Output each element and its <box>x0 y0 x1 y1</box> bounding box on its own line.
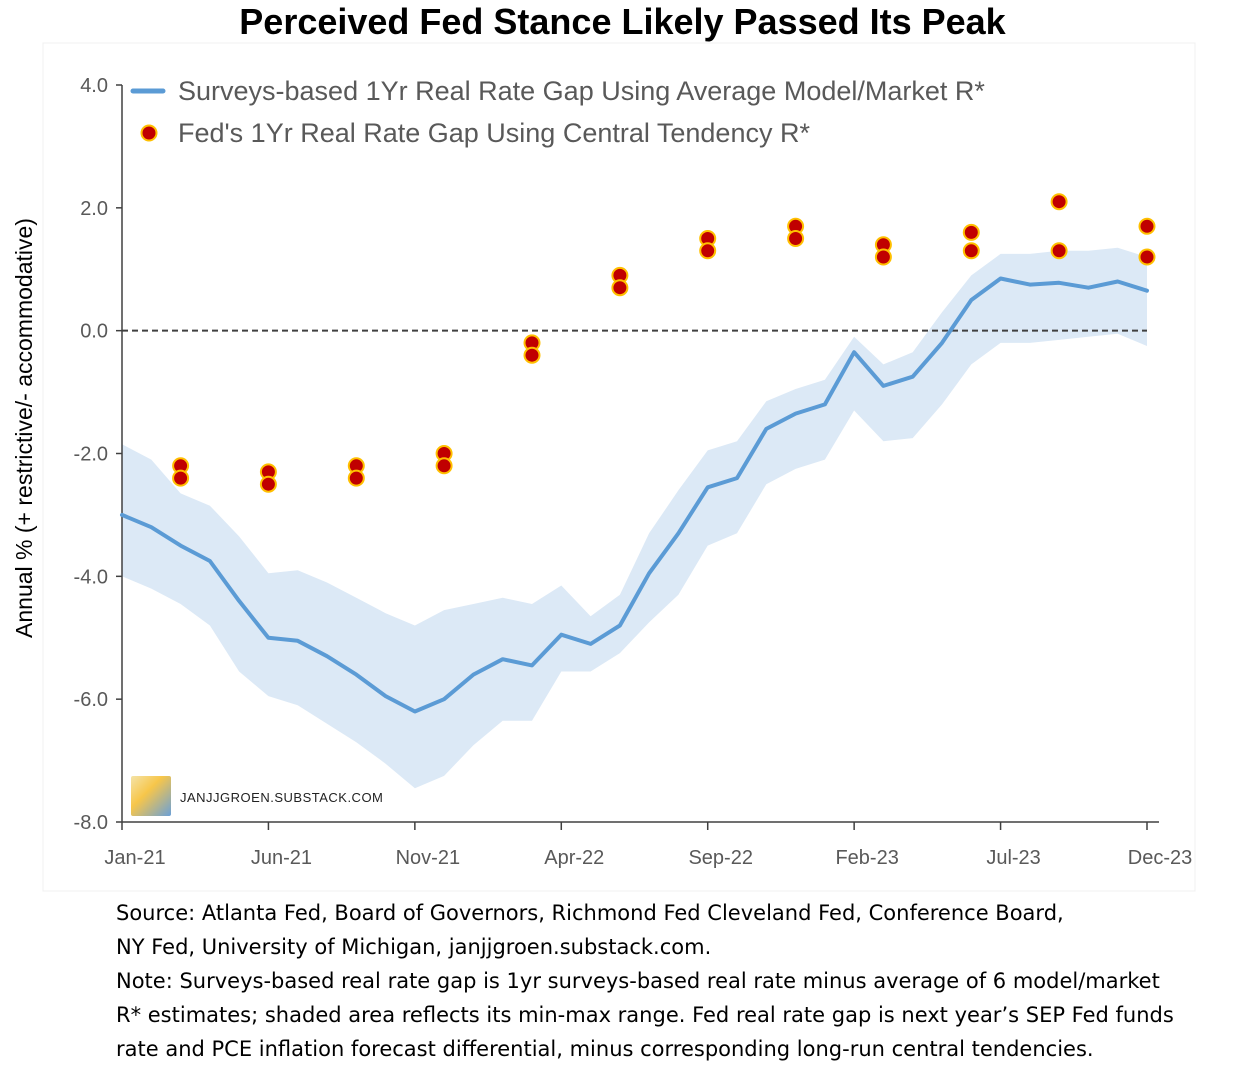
watermark-text: JANJJGROEN.SUBSTACK.COM <box>180 790 383 805</box>
legend-label: Fed's 1Yr Real Rate Gap Using Central Te… <box>178 118 810 148</box>
y-tick-label: 4.0 <box>80 75 108 97</box>
scatter-point <box>962 242 980 260</box>
x-tick-label: Apr-22 <box>544 847 604 869</box>
x-tick-label: Jul-23 <box>986 847 1040 869</box>
scatter-point <box>172 469 190 487</box>
y-tick-label: -2.0 <box>74 444 108 466</box>
scatter-point <box>1050 242 1068 260</box>
series-line <box>120 276 1149 714</box>
scatter-point <box>1050 193 1068 211</box>
note-line: Note: Surveys-based real rate gap is 1yr… <box>116 969 1160 993</box>
note-line: rate and PCE inflation forecast differen… <box>116 1037 1094 1061</box>
y-tick-label: -4.0 <box>74 566 108 588</box>
x-tick-label: Jan-21 <box>104 847 165 869</box>
chart-svg: -8.0 -6.0 -4.0 -2.0 0.0 2.0 4.0 Jan-21 Jun-21 Nov… <box>11 42 1196 892</box>
scatter-point <box>962 223 980 241</box>
scatter-point <box>611 279 629 297</box>
y-tick-label: -6.0 <box>74 689 108 711</box>
x-tick-label: Sep-22 <box>688 847 753 869</box>
y-axis-label: Annual % (+ restrictive/- accommodative) <box>11 218 37 638</box>
legend-label: Surveys-based 1Yr Real Rate Gap Using Av… <box>178 76 985 106</box>
dot-layer <box>172 193 1156 493</box>
x-tick-label: Feb-23 <box>835 847 898 869</box>
scatter-point <box>1138 217 1156 235</box>
x-tick-label: Nov-21 <box>396 847 460 869</box>
note-line: R* estimates; shaded area reflects its m… <box>116 1003 1174 1027</box>
logo-image <box>131 776 171 816</box>
legend-layer: Surveys-based 1Yr Real Rate Gap Using Av… <box>130 76 985 148</box>
scatter-point <box>874 248 892 266</box>
legend-dot-swatch <box>140 124 158 142</box>
scatter-point <box>787 230 805 247</box>
y-tick-label: 0.0 <box>80 321 108 343</box>
range-band-layer <box>122 247 1147 789</box>
scatter-point <box>523 346 541 364</box>
scatter-point <box>699 242 717 260</box>
x-tick-label: Jun-21 <box>251 847 312 869</box>
note-line: NY Fed, University of Michigan, janjjgro… <box>116 935 712 959</box>
chart-title: Perceived Fed Stance Likely Passed Its P… <box>239 1 1006 42</box>
x-tick-label: Dec-23 <box>1128 847 1192 869</box>
y-tick-label: -8.0 <box>74 812 108 834</box>
scatter-point <box>347 469 365 487</box>
source-notes: Source: Atlanta Fed, Board of Governors,… <box>116 896 1241 1066</box>
axes-layer: -8.0 -6.0 -4.0 -2.0 0.0 2.0 4.0 Jan-21 Jun-21 Nov… <box>74 75 1193 869</box>
scatter-point <box>259 475 277 493</box>
scatter-point <box>435 457 453 475</box>
scatter-point <box>1138 248 1156 266</box>
y-tick-label: 2.0 <box>80 198 108 220</box>
note-line: Source: Atlanta Fed, Board of Governors,… <box>116 901 1064 925</box>
line-layer <box>120 276 1149 714</box>
plot-frame <box>42 42 1196 892</box>
range-band <box>122 247 1147 789</box>
